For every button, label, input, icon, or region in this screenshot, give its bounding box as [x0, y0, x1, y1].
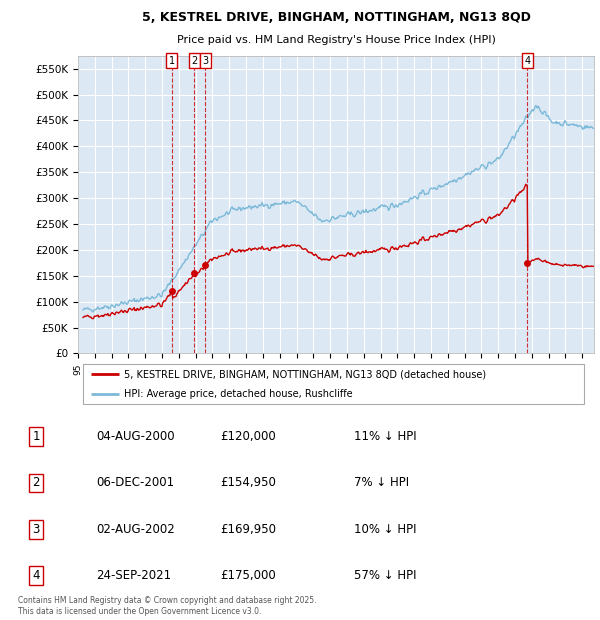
- Text: 7% ↓ HPI: 7% ↓ HPI: [354, 477, 409, 489]
- Text: £169,950: £169,950: [220, 523, 276, 536]
- FancyBboxPatch shape: [83, 365, 584, 404]
- Point: [190, 268, 199, 278]
- Text: 5, KESTREL DRIVE, BINGHAM, NOTTINGHAM, NG13 8QD (detached house): 5, KESTREL DRIVE, BINGHAM, NOTTINGHAM, N…: [124, 370, 487, 379]
- Text: £154,950: £154,950: [220, 477, 276, 489]
- Text: £175,000: £175,000: [220, 569, 276, 582]
- Text: 1: 1: [169, 56, 175, 66]
- Text: 1: 1: [32, 430, 40, 443]
- Text: 57% ↓ HPI: 57% ↓ HPI: [354, 569, 416, 582]
- Point: [167, 286, 176, 296]
- Text: 4: 4: [32, 569, 40, 582]
- Text: 2: 2: [32, 477, 40, 489]
- Text: 3: 3: [32, 523, 40, 536]
- Text: £120,000: £120,000: [220, 430, 276, 443]
- Text: 5, KESTREL DRIVE, BINGHAM, NOTTINGHAM, NG13 8QD: 5, KESTREL DRIVE, BINGHAM, NOTTINGHAM, N…: [142, 11, 530, 24]
- Text: HPI: Average price, detached house, Rushcliffe: HPI: Average price, detached house, Rush…: [124, 389, 353, 399]
- Text: 24-SEP-2021: 24-SEP-2021: [96, 569, 171, 582]
- Text: 10% ↓ HPI: 10% ↓ HPI: [354, 523, 416, 536]
- Text: 06-DEC-2001: 06-DEC-2001: [96, 477, 174, 489]
- Text: 11% ↓ HPI: 11% ↓ HPI: [354, 430, 416, 443]
- Text: 04-AUG-2000: 04-AUG-2000: [96, 430, 175, 443]
- Text: 2: 2: [191, 56, 197, 66]
- Text: Contains HM Land Registry data © Crown copyright and database right 2025.
This d: Contains HM Land Registry data © Crown c…: [18, 596, 317, 616]
- Text: 4: 4: [524, 56, 530, 66]
- Point: [200, 260, 210, 270]
- Point: [523, 258, 532, 268]
- Text: Price paid vs. HM Land Registry's House Price Index (HPI): Price paid vs. HM Land Registry's House …: [176, 35, 496, 45]
- Text: 02-AUG-2002: 02-AUG-2002: [96, 523, 175, 536]
- Text: 3: 3: [202, 56, 208, 66]
